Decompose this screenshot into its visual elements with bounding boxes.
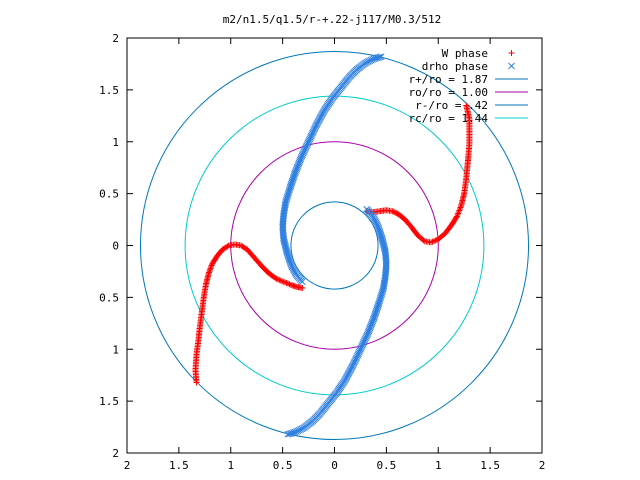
data-point bbox=[279, 278, 286, 285]
y-tick-label: 1.5 bbox=[99, 395, 119, 408]
x-tick-label: 1 bbox=[435, 459, 442, 472]
y-tick-label: 2 bbox=[112, 447, 119, 460]
data-point bbox=[280, 278, 287, 285]
data-point bbox=[363, 205, 371, 213]
data-point bbox=[207, 266, 213, 273]
y-tick-label: 1.5 bbox=[99, 84, 119, 97]
circle-series-2 bbox=[139, 50, 530, 441]
data-point bbox=[272, 274, 279, 281]
data-point bbox=[205, 269, 212, 276]
data-point bbox=[455, 209, 462, 216]
data-point bbox=[277, 277, 284, 284]
x-tick-label: 0 bbox=[331, 459, 338, 472]
data-point bbox=[207, 265, 214, 272]
data-point bbox=[432, 237, 439, 244]
circle-series-3 bbox=[230, 141, 439, 350]
data-point bbox=[286, 281, 293, 288]
legend-label: rc/ro = 1.44 bbox=[409, 112, 489, 125]
legend-label: W phase bbox=[442, 47, 488, 60]
legend-marker bbox=[508, 62, 515, 70]
x-tick-label: 2 bbox=[539, 459, 546, 472]
data-point bbox=[454, 211, 461, 218]
x-tick-label: 1 bbox=[227, 459, 234, 472]
data-point bbox=[430, 238, 437, 245]
y-tick-label: 0.5 bbox=[99, 291, 119, 304]
data-point bbox=[282, 279, 289, 286]
data-point bbox=[433, 236, 440, 243]
data-points bbox=[192, 53, 473, 438]
data-point bbox=[455, 210, 462, 217]
data-point bbox=[283, 280, 290, 287]
data-point bbox=[285, 280, 292, 287]
data-point bbox=[298, 278, 306, 286]
data-point bbox=[390, 208, 397, 215]
legend-marker bbox=[508, 50, 515, 56]
x-tick-label: 1.5 bbox=[169, 459, 189, 472]
data-point bbox=[273, 275, 280, 282]
y-tick-label: 1 bbox=[112, 343, 119, 356]
data-point bbox=[208, 263, 215, 270]
axis-ticks: 2 1.5 1 0.5 0 0.5 1 1.5 221.510.500.511.52 bbox=[99, 32, 545, 472]
data-point bbox=[276, 276, 283, 283]
x-tick-label: 2 bbox=[124, 459, 131, 472]
data-point bbox=[224, 243, 231, 250]
legend-label: r+/ro = 1.87 bbox=[409, 73, 488, 86]
data-point bbox=[299, 285, 306, 292]
x-tick-label: 0.5 bbox=[376, 459, 396, 472]
series-0-points bbox=[192, 102, 473, 386]
y-tick-label: 0.5 bbox=[99, 188, 119, 201]
data-point bbox=[208, 262, 215, 269]
legend-label: ro/ro = 1.00 bbox=[409, 86, 488, 99]
y-tick-label: 0 bbox=[112, 240, 119, 253]
y-tick-label: 2 bbox=[112, 32, 119, 45]
data-point bbox=[457, 204, 464, 211]
chart-title: m2/n1.5/q1.5/r-+.22-j117/M0.3/512 bbox=[223, 13, 442, 26]
data-point bbox=[458, 203, 465, 210]
data-point bbox=[456, 206, 463, 213]
x-tick-label: 1.5 bbox=[480, 459, 500, 472]
y-tick-label: 1 bbox=[112, 136, 119, 149]
series-1-points bbox=[279, 53, 390, 438]
circle-series-4 bbox=[290, 201, 379, 290]
x-tick-label: 0.5 bbox=[273, 459, 293, 472]
data-point bbox=[456, 207, 463, 214]
legend-label: r-/ro = .42 bbox=[415, 99, 488, 112]
legend-label: drho phase bbox=[422, 60, 488, 73]
data-point bbox=[435, 236, 442, 243]
data-point bbox=[206, 268, 213, 275]
data-point bbox=[274, 276, 281, 283]
